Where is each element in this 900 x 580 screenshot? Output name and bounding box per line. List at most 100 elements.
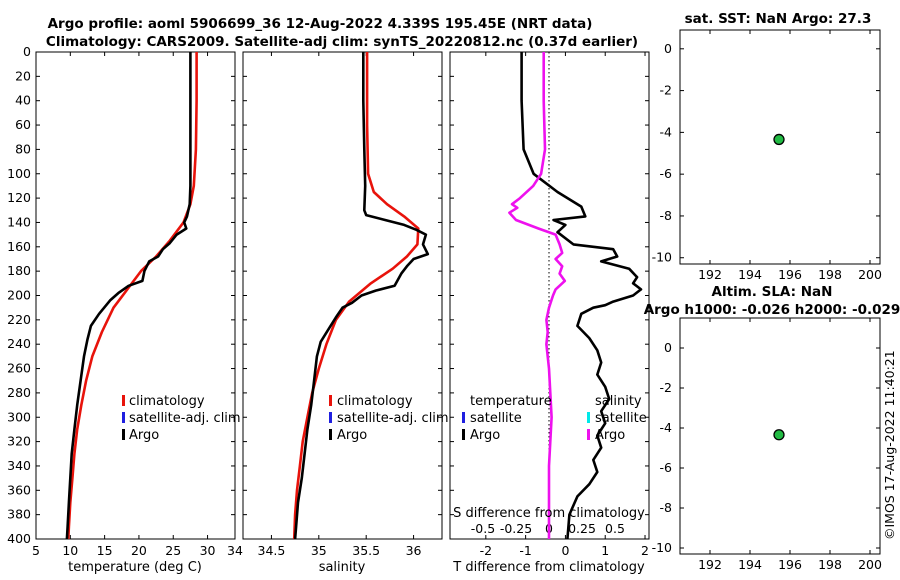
legend-swatch-argo	[122, 429, 125, 440]
depth-tick-label: 160	[7, 239, 31, 254]
x-tick-label: 1	[601, 543, 609, 558]
lon-tick-label: 200	[858, 267, 882, 282]
legend-swatch-sal-satellite	[587, 412, 590, 423]
depth-tick-label: 140	[7, 214, 31, 229]
legend-label-climatology: climatology	[129, 394, 205, 409]
legend-label-sal-satellite: satellite	[595, 411, 647, 426]
depth-tick-label: 80	[15, 141, 31, 156]
depth-tick-label: 200	[7, 288, 31, 303]
salinity-difference-line	[508, 52, 567, 539]
lat-tick-label: -4	[660, 124, 673, 139]
legend-label-temp-argo: Argo	[470, 428, 500, 443]
lat-tick-label: -10	[652, 540, 672, 555]
x-tick-label: 10	[62, 543, 78, 558]
lon-tick-label: 198	[818, 267, 842, 282]
sla-panel-title-line1: Altim. SLA: NaN	[712, 284, 833, 300]
figure-title-line1: Argo profile: aoml 5906699_36 12-Aug-202…	[48, 16, 593, 32]
lat-tick-label: -6	[660, 460, 673, 475]
depth-tick-label: 360	[7, 482, 31, 497]
s-diff-tick-label: -0.5	[471, 521, 495, 536]
x-tick-label: 36	[406, 543, 422, 558]
sla-panel-title-line2: Argo h1000: -0.026 h2000: -0.029	[644, 302, 900, 318]
x-tick-label: -1	[519, 543, 531, 558]
data-series	[65, 52, 785, 540]
lon-tick-label: 194	[738, 557, 762, 572]
x-tick-label: 34	[227, 543, 243, 558]
legend-head-temperature: temperature	[470, 394, 552, 409]
s-diff-tick-label: -0.25	[500, 521, 532, 536]
difference-legend: temperature satellite Argo salinity sate…	[462, 394, 647, 443]
legend-swatch-sal-argo	[587, 429, 590, 440]
legend-swatch-satellite-adj	[122, 412, 125, 423]
x-tick-label: 35.5	[352, 543, 380, 558]
depth-tick-label: 20	[15, 68, 31, 83]
legend-label-temp-satellite: satellite	[470, 411, 522, 426]
lon-tick-label: 200	[858, 557, 882, 572]
legend-label-argo: Argo	[129, 428, 159, 443]
argo-position-marker	[773, 133, 785, 146]
lat-tick-label: 0	[664, 340, 672, 355]
x-tick-label: 25	[165, 543, 181, 558]
x-tick-label: 15	[97, 543, 113, 558]
x-tick-label: 20	[131, 543, 147, 558]
legend-swatch-temp-satellite	[462, 412, 465, 423]
x-tick-label: 0	[561, 543, 569, 558]
x-tick-label: 30	[200, 543, 216, 558]
depth-tick-label: 180	[7, 263, 31, 278]
imos-timestamp: ©IMOS 17-Aug-2022 11:40:21	[882, 350, 897, 540]
lat-tick-label: -8	[660, 208, 673, 223]
lon-tick-label: 196	[778, 267, 802, 282]
sla-panel-frame	[679, 317, 881, 555]
axis-ticks: 0204060801001201401601802002202402602803…	[7, 30, 882, 572]
legend-swatch-climatology	[122, 395, 125, 406]
lat-tick-label: -6	[660, 166, 673, 181]
sst-panel-title: sat. SST: NaN Argo: 27.3	[685, 11, 872, 27]
legend-label-satellite-adj: satellite-adj. clim	[337, 411, 449, 426]
depth-tick-label: 280	[7, 385, 31, 400]
depth-tick-label: 380	[7, 507, 31, 522]
salinity-climatology-line	[292, 52, 420, 540]
lon-tick-label: 192	[698, 267, 722, 282]
x-tick-label: 35	[311, 543, 327, 558]
depth-tick-label: 100	[7, 166, 31, 181]
legend-swatch-temp-argo	[462, 429, 465, 440]
salinity-legend: climatology satellite-adj. clim Argo	[329, 394, 449, 443]
temperature-climatology-line	[67, 52, 198, 540]
salinity-argo-line	[293, 52, 430, 540]
depth-tick-label: 320	[7, 434, 31, 449]
legend-head-salinity: salinity	[595, 394, 642, 409]
depth-tick-label: 400	[7, 531, 31, 546]
depth-tick-label: 260	[7, 361, 31, 376]
legend-label-climatology: climatology	[337, 394, 413, 409]
legend-swatch-satellite-adj	[329, 412, 332, 423]
argo-position-marker	[773, 429, 785, 441]
s-diff-tick-label: 0.25	[568, 521, 596, 536]
salinity-panel-frame	[242, 51, 443, 540]
temperature-difference-line	[520, 52, 643, 540]
x-tick-label: 2	[641, 543, 649, 558]
sst-panel-frame	[679, 29, 881, 265]
lat-tick-label: -10	[652, 250, 672, 265]
depth-tick-label: 120	[7, 190, 31, 205]
s-difference-axis-label: S difference from climatology	[453, 506, 645, 521]
lat-tick-label: -2	[660, 83, 672, 98]
x-tick-label: 34.5	[258, 543, 286, 558]
depth-tick-label: 240	[7, 336, 31, 351]
temperature-legend: climatology satellite-adj. clim Argo	[122, 394, 241, 443]
figure-title-line2: Climatology: CARS2009. Satellite-adj cli…	[46, 34, 638, 50]
legend-label-argo: Argo	[337, 428, 367, 443]
temperature-argo-line	[65, 52, 192, 540]
depth-tick-label: 0	[23, 44, 31, 59]
lat-tick-label: -2	[660, 380, 672, 395]
lat-tick-label: -8	[660, 500, 673, 515]
lon-tick-label: 196	[778, 557, 802, 572]
temperature-axis-label: temperature (deg C)	[68, 560, 202, 575]
legend-label-sal-argo: Argo	[595, 428, 625, 443]
depth-tick-label: 300	[7, 409, 31, 424]
depth-tick-label: 340	[7, 458, 31, 473]
lon-tick-label: 198	[818, 557, 842, 572]
legend-swatch-climatology	[329, 395, 332, 406]
temperature-panel-frame	[35, 51, 236, 540]
t-difference-axis-label: T difference from climatology	[452, 560, 645, 575]
x-tick-label: 5	[32, 543, 40, 558]
